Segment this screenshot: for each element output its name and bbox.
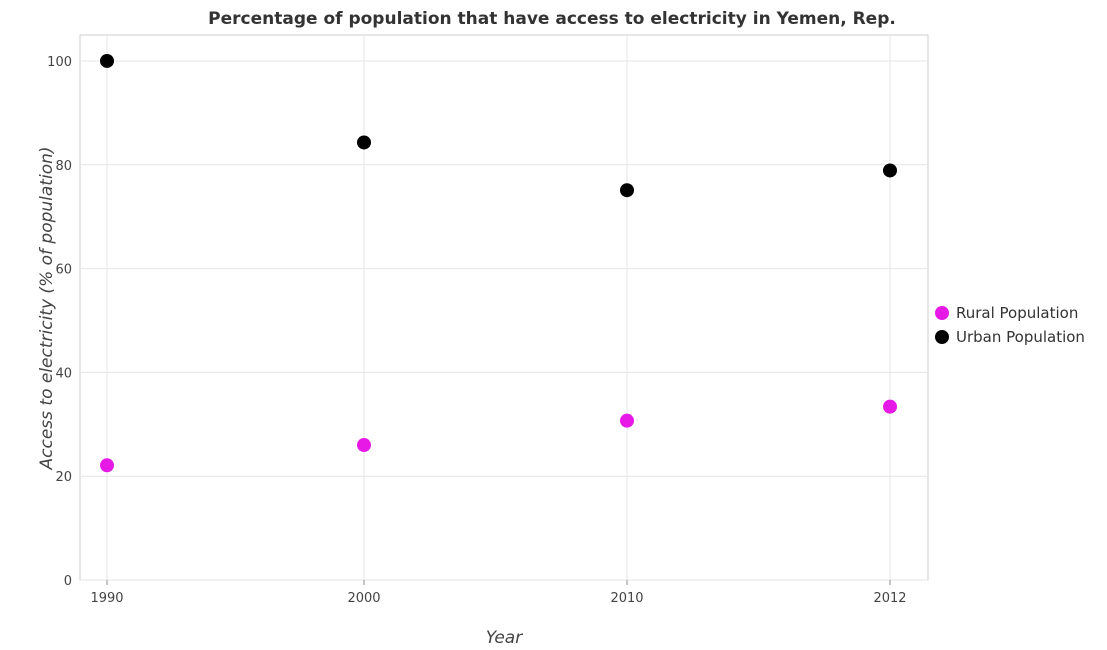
data-points [100,53,897,473]
y-axis-title: Access to electricity (% of population) [37,146,57,470]
legend-marker-urban-population [935,330,949,344]
x-axis-title: Year [486,628,523,648]
y-tick-label: 0 [64,574,72,589]
urban-population-point [883,163,897,178]
rural-population-point [620,413,634,428]
legend-label-urban-population: Urban Population [956,328,1085,346]
y-tick-label: 20 [55,470,72,485]
x-tick-label: 2010 [610,591,643,606]
grid [80,35,928,581]
rural-population-point [883,399,897,414]
y-axis-ticks: 0 20 40 60 80 100 [47,55,72,589]
urban-population-point [100,53,114,68]
legend-label-rural-population: Rural Population [956,304,1078,322]
x-axis-ticks: 1990 2000 2010 2012 [90,580,907,606]
x-tick-label: 2012 [873,591,906,606]
y-tick-label: 80 [55,159,72,174]
y-tick-label: 60 [55,263,72,278]
urban-population-point [620,183,634,198]
y-tick-label: 100 [47,55,72,70]
legend-marker-rural-population [935,306,949,320]
rural-population-point [100,458,114,473]
x-tick-label: 1990 [90,591,123,606]
legend: Rural Population Urban Population [935,304,1085,346]
rural-population-point [357,438,371,453]
y-tick-label: 40 [55,366,72,381]
chart-title: Percentage of population that have acces… [208,9,896,29]
x-tick-label: 2000 [347,591,380,606]
urban-population-point [357,135,371,150]
plot-area [79,34,929,581]
